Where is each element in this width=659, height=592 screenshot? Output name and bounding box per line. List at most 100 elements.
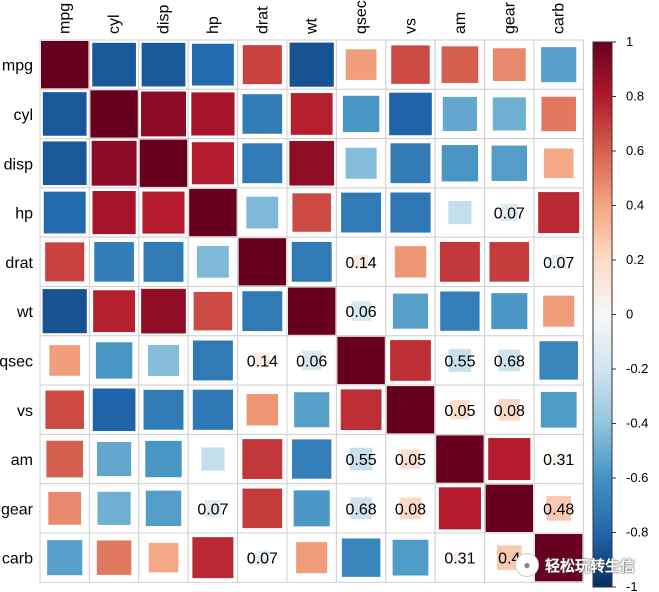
square-wt-wt: [288, 287, 336, 335]
square-mpg-wt: [289, 42, 334, 87]
square-qsec-disp: [147, 344, 180, 376]
square-wt-disp: [141, 288, 186, 334]
square-am-wt: [292, 439, 332, 479]
column-labels: mpg cyl disp hp drat wt qsec vs am gear carb: [57, 0, 568, 35]
square-qsec-cyl: [95, 342, 133, 379]
square-vs-qsec: [340, 389, 382, 431]
square-qsec-gear: [498, 349, 521, 372]
square-drat-am: [439, 241, 480, 282]
square-cyl-am: [442, 96, 477, 132]
square-hp-disp: [142, 191, 185, 234]
square-gear-cyl: [97, 491, 131, 525]
square-carb-carb: [535, 534, 583, 582]
square-disp-wt: [289, 140, 335, 186]
col-label-gear: gear: [501, 1, 518, 34]
coef-label-qsec-gear: 0.68: [494, 353, 525, 370]
square-carb-hp: [192, 537, 234, 579]
square-disp-carb: [543, 148, 574, 179]
coef-label-gear-carb: 0.48: [543, 501, 574, 518]
square-carb-wt: [296, 542, 328, 574]
square-vs-vs: [386, 386, 435, 434]
square-mpg-vs: [391, 45, 430, 84]
square-wt-cyl: [93, 290, 136, 333]
coef-label-carb-drat: 0.07: [247, 551, 278, 568]
square-disp-qsec: [345, 147, 377, 179]
col-label-am: am: [452, 12, 469, 34]
square-disp-mpg: [42, 141, 87, 186]
row-label-vs: vs: [17, 403, 33, 420]
colorbar-tick-0.2: 0.2: [626, 252, 644, 267]
square-cyl-gear: [492, 97, 526, 131]
colorbar-tick--1: -1: [626, 579, 638, 592]
square-vs-wt: [294, 392, 330, 428]
square-drat-carb: [551, 254, 566, 269]
coef-label-gear-hp: 0.07: [197, 501, 228, 518]
square-gear-mpg: [48, 491, 82, 525]
square-vs-drat: [246, 394, 279, 426]
colorbar-tick--0.8: -0.8: [626, 525, 648, 540]
square-disp-am: [441, 145, 479, 182]
square-am-carb: [552, 453, 565, 465]
square-am-am: [436, 435, 484, 483]
square-cyl-wt: [290, 93, 333, 135]
square-wt-drat: [242, 291, 283, 332]
square-mpg-am: [441, 46, 479, 83]
square-disp-hp: [191, 142, 234, 185]
row-label-carb: carb: [2, 551, 33, 568]
square-disp-disp: [139, 139, 188, 187]
colorbar-tick--0.6: -0.6: [626, 470, 648, 485]
square-cyl-qsec: [342, 95, 380, 133]
square-drat-mpg: [45, 242, 85, 282]
colorbar-gradient: [592, 41, 613, 588]
wechat-icon: ●: [515, 553, 539, 577]
square-cyl-vs: [389, 92, 432, 136]
coef-label-hp-gear: 0.07: [494, 206, 525, 223]
square-mpg-qsec: [345, 49, 377, 80]
square-drat-cyl: [94, 242, 134, 282]
watermark: ● 轻松玩转生信: [515, 552, 655, 578]
square-carb-drat: [255, 550, 270, 565]
square-drat-hp: [197, 245, 229, 278]
square-vs-gear: [498, 398, 521, 421]
square-hp-am: [448, 200, 472, 225]
col-label-cyl: cyl: [106, 14, 123, 34]
square-vs-cyl: [92, 388, 136, 432]
col-label-qsec: qsec: [353, 0, 370, 34]
square-drat-gear: [489, 242, 530, 282]
square-qsec-carb: [539, 341, 578, 380]
square-am-hp: [201, 447, 225, 471]
row-labels: mpg cyl disp hp drat wt qsec vs am gear carb: [0, 58, 34, 568]
square-mpg-disp: [141, 42, 186, 87]
watermark-text: 轻松玩转生信: [545, 556, 636, 575]
square-drat-qsec: [353, 254, 369, 269]
row-label-gear: gear: [1, 501, 34, 518]
colorbar-tick-0.6: 0.6: [626, 143, 644, 158]
square-qsec-mpg: [49, 345, 81, 376]
col-label-disp: disp: [156, 5, 173, 34]
square-qsec-am: [448, 349, 472, 372]
square-vs-disp: [143, 389, 184, 430]
square-gear-hp: [204, 499, 222, 517]
square-hp-qsec: [341, 192, 382, 233]
square-hp-drat: [246, 196, 279, 229]
square-drat-drat: [238, 238, 286, 286]
coef-label-qsec-am: 0.55: [444, 353, 475, 370]
square-gear-gear: [485, 484, 533, 532]
coef-label-qsec-wt: 0.06: [296, 353, 327, 370]
square-drat-wt: [291, 241, 332, 282]
square-hp-carb: [538, 192, 580, 234]
square-am-drat: [242, 439, 283, 479]
square-hp-wt: [292, 193, 331, 232]
square-mpg-cyl: [92, 42, 136, 87]
col-label-drat: drat: [254, 6, 271, 34]
square-hp-hp: [189, 188, 237, 237]
row-label-disp: disp: [4, 156, 33, 173]
square-cyl-drat: [242, 94, 283, 134]
colorbar-tick-0.4: 0.4: [626, 198, 644, 213]
square-gear-vs: [399, 497, 422, 520]
row-label-mpg: mpg: [2, 58, 33, 75]
colorbar: 1 0.8 0.6 0.4 0.2 0 -0.2 -0.4 -0.6 -0.8 -1: [592, 34, 648, 592]
square-qsec-wt: [301, 350, 322, 371]
colorbar-tick-1: 1: [626, 34, 633, 49]
